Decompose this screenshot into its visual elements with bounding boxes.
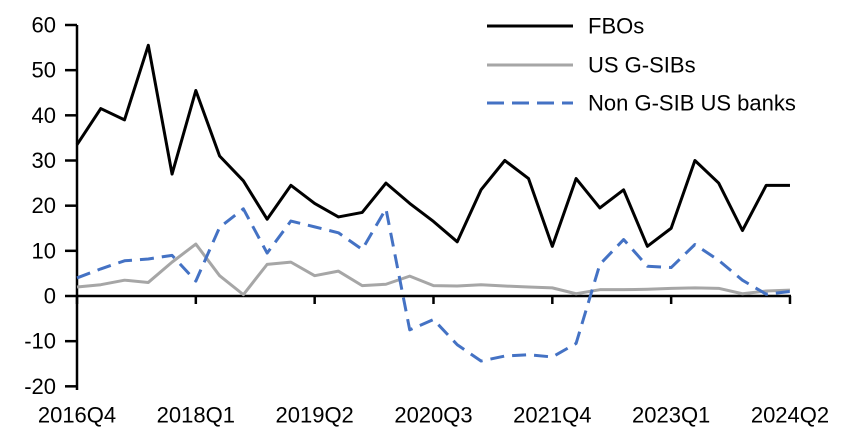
x-tick-label: 2019Q2 xyxy=(276,403,354,428)
x-tick-label: 2021Q4 xyxy=(513,403,591,428)
y-tick-label: -10 xyxy=(24,329,56,354)
x-tick-label: 2016Q4 xyxy=(38,403,116,428)
y-tick-label: 40 xyxy=(32,103,56,128)
x-tick-label: 2018Q1 xyxy=(157,403,235,428)
y-tick-label: 20 xyxy=(32,193,56,218)
y-tick-label: 0 xyxy=(44,284,56,309)
series-line-non-g-sib-us-banks xyxy=(76,207,791,363)
y-tick-label: 10 xyxy=(32,238,56,263)
legend-label: US G-SIBs xyxy=(588,53,696,78)
y-tick-label: 60 xyxy=(32,13,56,38)
x-tick-label: 2024Q2 xyxy=(751,403,829,428)
series-line-us-g-sibs xyxy=(76,242,791,297)
y-tick-label: -20 xyxy=(24,374,56,399)
x-tick-label: 2023Q1 xyxy=(632,403,710,428)
y-tick-label: 50 xyxy=(32,58,56,83)
legend-label: FBOs xyxy=(588,14,644,39)
legend-label: Non G-SIB US banks xyxy=(588,91,796,116)
y-tick-label: 30 xyxy=(32,148,56,173)
series-line-fbos xyxy=(75,43,790,248)
x-tick-label: 2020Q3 xyxy=(394,403,472,428)
